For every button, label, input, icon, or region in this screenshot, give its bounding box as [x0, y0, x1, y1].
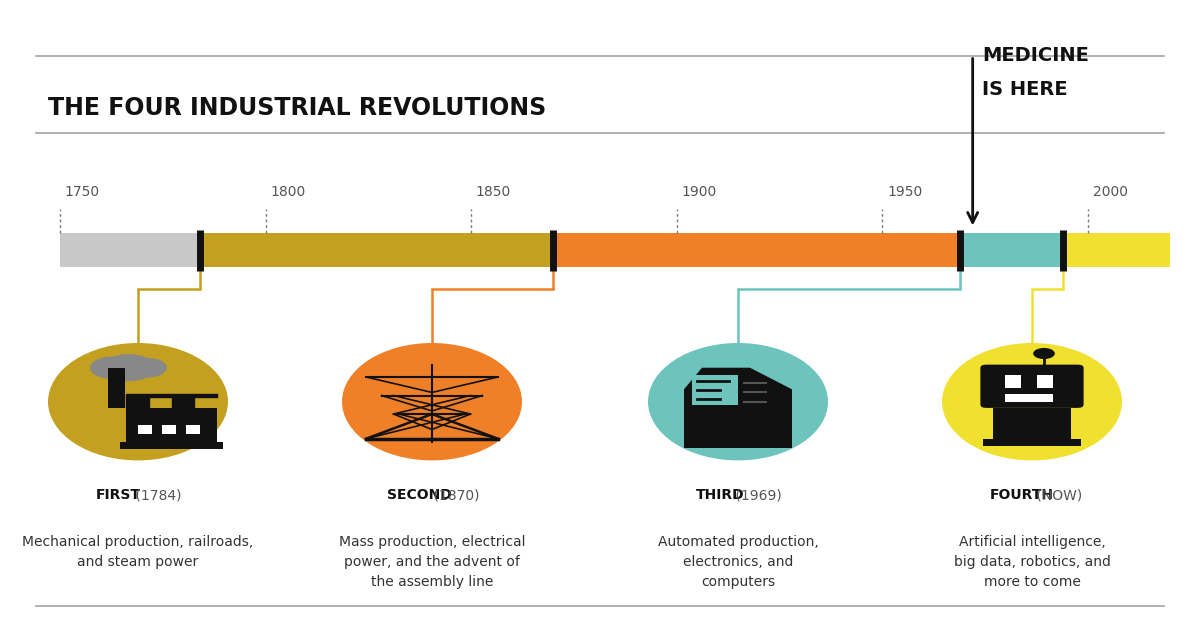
Text: 1950: 1950	[887, 185, 923, 199]
FancyBboxPatch shape	[980, 365, 1084, 408]
FancyBboxPatch shape	[1063, 233, 1170, 267]
Text: (1969): (1969)	[731, 488, 781, 502]
Text: (1870): (1870)	[428, 488, 479, 502]
FancyBboxPatch shape	[60, 233, 199, 267]
Ellipse shape	[48, 343, 228, 460]
Text: 1750: 1750	[65, 185, 100, 199]
FancyBboxPatch shape	[199, 233, 553, 267]
FancyBboxPatch shape	[684, 441, 792, 448]
FancyBboxPatch shape	[984, 439, 1080, 446]
FancyBboxPatch shape	[186, 425, 200, 434]
FancyBboxPatch shape	[126, 408, 217, 442]
Text: THE FOUR INDUSTRIAL REVOLUTIONS: THE FOUR INDUSTRIAL REVOLUTIONS	[48, 96, 546, 120]
Text: Automated production,
electronics, and
computers: Automated production, electronics, and c…	[658, 535, 818, 589]
Polygon shape	[684, 368, 792, 442]
Text: SECOND: SECOND	[386, 488, 451, 502]
FancyBboxPatch shape	[994, 408, 1072, 439]
Circle shape	[1033, 348, 1055, 359]
FancyBboxPatch shape	[162, 425, 176, 434]
Text: Artificial intelligence,
big data, robotics, and
more to come: Artificial intelligence, big data, robot…	[954, 535, 1110, 589]
FancyBboxPatch shape	[120, 442, 223, 449]
Text: 2000: 2000	[1092, 185, 1128, 199]
Text: (NOW): (NOW)	[1032, 488, 1082, 502]
FancyBboxPatch shape	[692, 375, 738, 405]
Ellipse shape	[342, 343, 522, 460]
FancyBboxPatch shape	[1004, 394, 1052, 402]
Ellipse shape	[942, 343, 1122, 460]
Circle shape	[128, 358, 167, 378]
Circle shape	[90, 357, 133, 379]
Text: FOURTH: FOURTH	[990, 488, 1055, 502]
Text: 1850: 1850	[476, 185, 511, 199]
Ellipse shape	[648, 343, 828, 460]
FancyBboxPatch shape	[960, 233, 1063, 267]
Text: (1784): (1784)	[131, 488, 181, 502]
FancyBboxPatch shape	[138, 425, 152, 434]
Text: 1900: 1900	[682, 185, 716, 199]
Text: Mass production, electrical
power, and the advent of
the assembly line: Mass production, electrical power, and t…	[338, 535, 526, 589]
FancyBboxPatch shape	[1004, 375, 1021, 388]
FancyBboxPatch shape	[108, 368, 125, 408]
Circle shape	[102, 354, 155, 381]
FancyBboxPatch shape	[553, 233, 960, 267]
Text: THIRD: THIRD	[696, 488, 745, 502]
Text: MEDICINE: MEDICINE	[983, 46, 1090, 65]
Text: Mechanical production, railroads,
and steam power: Mechanical production, railroads, and st…	[23, 535, 253, 569]
Text: IS HERE: IS HERE	[983, 80, 1068, 99]
FancyBboxPatch shape	[1037, 375, 1052, 388]
Text: FIRST: FIRST	[96, 488, 142, 502]
Text: 1800: 1800	[270, 185, 306, 199]
